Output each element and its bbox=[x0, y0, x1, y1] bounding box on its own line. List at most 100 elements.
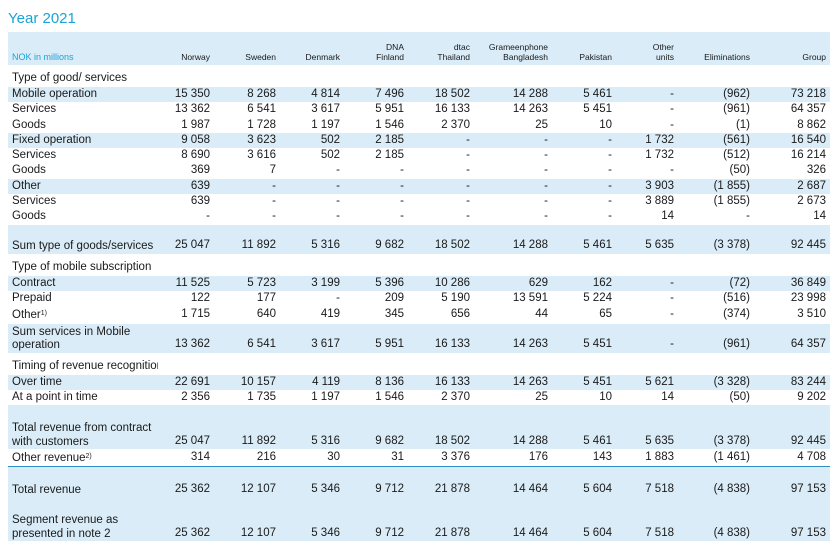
cell-value: (72) bbox=[678, 275, 754, 291]
cell-value: 3 903 bbox=[616, 178, 678, 195]
cell-value: 12 107 bbox=[214, 466, 280, 498]
cell-value: 4 708 bbox=[754, 449, 830, 468]
cell-value: 640 bbox=[256, 308, 276, 321]
cell-value: 5 635 bbox=[616, 224, 678, 254]
cell-value: (3 328) bbox=[678, 374, 754, 390]
row-label-text: Sum services in Mobile operation bbox=[12, 325, 131, 352]
cell-value: 5 396 bbox=[344, 275, 408, 291]
row-label: Services bbox=[8, 194, 158, 209]
cell-value: 5 224 bbox=[583, 291, 612, 304]
cell-value: - bbox=[616, 87, 678, 103]
row-label: Other revenue2) bbox=[8, 449, 158, 468]
cell-value: (1 855) bbox=[713, 195, 750, 208]
table-row: Other revenue2) 314 216 30 31 3 376 176 143 1 88… bbox=[8, 449, 830, 468]
cell-value: - bbox=[616, 323, 678, 353]
cell-value: 7 496 bbox=[344, 87, 408, 103]
cell-value: 3 616 bbox=[247, 149, 276, 162]
cell-value: 64 357 bbox=[754, 323, 830, 353]
table-row: Other 639- - - - - -3 903 (1 855) 2 687 bbox=[8, 178, 830, 195]
cell-value: - bbox=[474, 132, 552, 149]
cell-value: - bbox=[608, 149, 612, 162]
cell-value: - bbox=[670, 164, 674, 177]
cell-value: - bbox=[544, 210, 548, 223]
cell-value: 5 461 bbox=[552, 87, 616, 103]
cell-value: (3 378) bbox=[678, 405, 754, 450]
table-row: Goods 1 987 1 728 1 197 1 546 2 370 25 10 - (1) 8 … bbox=[8, 118, 830, 133]
cell-value: 1 987 bbox=[181, 118, 210, 131]
table-row: Fixed operation 9 058 3 623 502 2 185- - -1 73… bbox=[8, 132, 830, 149]
cell-value: 7 bbox=[269, 164, 276, 177]
cell-value: 639 bbox=[158, 178, 214, 195]
row-label: Sum services in Mobile operation bbox=[8, 323, 158, 353]
cell-value: 314 bbox=[158, 449, 214, 468]
table-row: Contract 11 525 5 723 3 199 5 396 10 286 629 16… bbox=[8, 275, 830, 291]
cell-value: (50) bbox=[729, 390, 750, 403]
row-label: Services bbox=[8, 102, 158, 117]
cell-value: (961) bbox=[723, 103, 750, 116]
cell-value: 25 047 bbox=[158, 224, 214, 254]
column-header: Denmark bbox=[280, 32, 344, 65]
footnote-marker: 1) bbox=[40, 310, 47, 318]
table-row: Total revenue 25 362 12 107 5 346 9 712 21 87… bbox=[8, 466, 830, 498]
cell-value: (561) bbox=[678, 132, 754, 149]
cell-value: 2 687 bbox=[754, 178, 830, 195]
cell-value: - bbox=[466, 149, 470, 162]
cell-value: 2 185 bbox=[344, 132, 408, 149]
row-label-text: Over time bbox=[12, 375, 62, 388]
cell-value: - bbox=[466, 210, 470, 223]
row-label-text: At a point in time bbox=[12, 390, 98, 403]
cell-value: (4 838) bbox=[678, 497, 754, 542]
table-row: Services 8 690 3 616 502 2 185 - - - 1 732 (512) 1… bbox=[8, 148, 830, 163]
table-row: Sum services in Mobile operation 13 362 6 … bbox=[8, 323, 830, 353]
row-label-text: Sum type of goods/services bbox=[12, 240, 154, 253]
cell-value: 14 bbox=[661, 210, 674, 223]
cell-value: 21 878 bbox=[408, 497, 474, 542]
cell-value: 97 153 bbox=[754, 497, 830, 542]
cell-value: 16 214 bbox=[790, 149, 826, 162]
cell-value: 25 047 bbox=[158, 405, 214, 450]
cell-value: 5 723 bbox=[214, 275, 280, 291]
row-label-text: Total revenue bbox=[12, 483, 82, 496]
section-spacer bbox=[158, 254, 830, 276]
cell-value: 177 bbox=[256, 291, 276, 304]
cell-value: 1 197 bbox=[311, 390, 340, 403]
cell-value: 176 bbox=[474, 449, 552, 468]
cell-value: 6 541 bbox=[247, 103, 276, 116]
cell-value: - bbox=[466, 195, 470, 208]
cell-value: 22 691 bbox=[158, 374, 214, 390]
section-spacer bbox=[158, 65, 830, 87]
table-row: Goods 369 7 - - - - - - (50) 326 bbox=[8, 163, 830, 178]
cell-value: - bbox=[400, 164, 404, 177]
cell-value: - bbox=[400, 195, 404, 208]
cell-value: - bbox=[474, 178, 552, 195]
row-label-text: Goods bbox=[12, 210, 46, 223]
cell-value: - bbox=[466, 164, 470, 177]
cell-value: - bbox=[670, 291, 674, 304]
cell-value: 1 728 bbox=[247, 118, 276, 131]
cell-value: 162 bbox=[552, 275, 616, 291]
cell-value: - bbox=[552, 178, 616, 195]
table-row: Prepaid 122 177 - 209 5 190 13 591 5 224 - (516) 2… bbox=[8, 291, 830, 306]
cell-value: - bbox=[670, 118, 674, 131]
cell-value: (962) bbox=[678, 87, 754, 103]
cell-value: 31 bbox=[344, 449, 408, 468]
table-row: Type of mobile subscription bbox=[8, 254, 830, 276]
table-row: Other1) 1 715 640 419 345 656 44 65 - (374) 3 510 bbox=[8, 306, 830, 323]
row-label-text: Other bbox=[12, 179, 41, 192]
cell-value: 4 814 bbox=[280, 87, 344, 103]
cell-value: - bbox=[608, 210, 612, 223]
row-label-text: Total revenue from contract with custome… bbox=[12, 422, 152, 448]
cell-value: 3 617 bbox=[280, 323, 344, 353]
cell-value: 25 362 bbox=[158, 497, 214, 542]
row-label: Contract bbox=[8, 275, 158, 291]
row-label: Services bbox=[8, 148, 158, 163]
cell-value: 9 712 bbox=[344, 497, 408, 542]
cell-value: 216 bbox=[214, 449, 280, 468]
row-label: Goods bbox=[8, 118, 158, 133]
cell-value: 92 445 bbox=[754, 405, 830, 450]
column-header: dtac Thailand bbox=[408, 32, 474, 65]
cell-value: 5 451 bbox=[552, 374, 616, 390]
cell-value: 419 bbox=[320, 308, 340, 321]
cell-value: 14 288 bbox=[474, 405, 552, 450]
section-spacer bbox=[158, 353, 830, 375]
